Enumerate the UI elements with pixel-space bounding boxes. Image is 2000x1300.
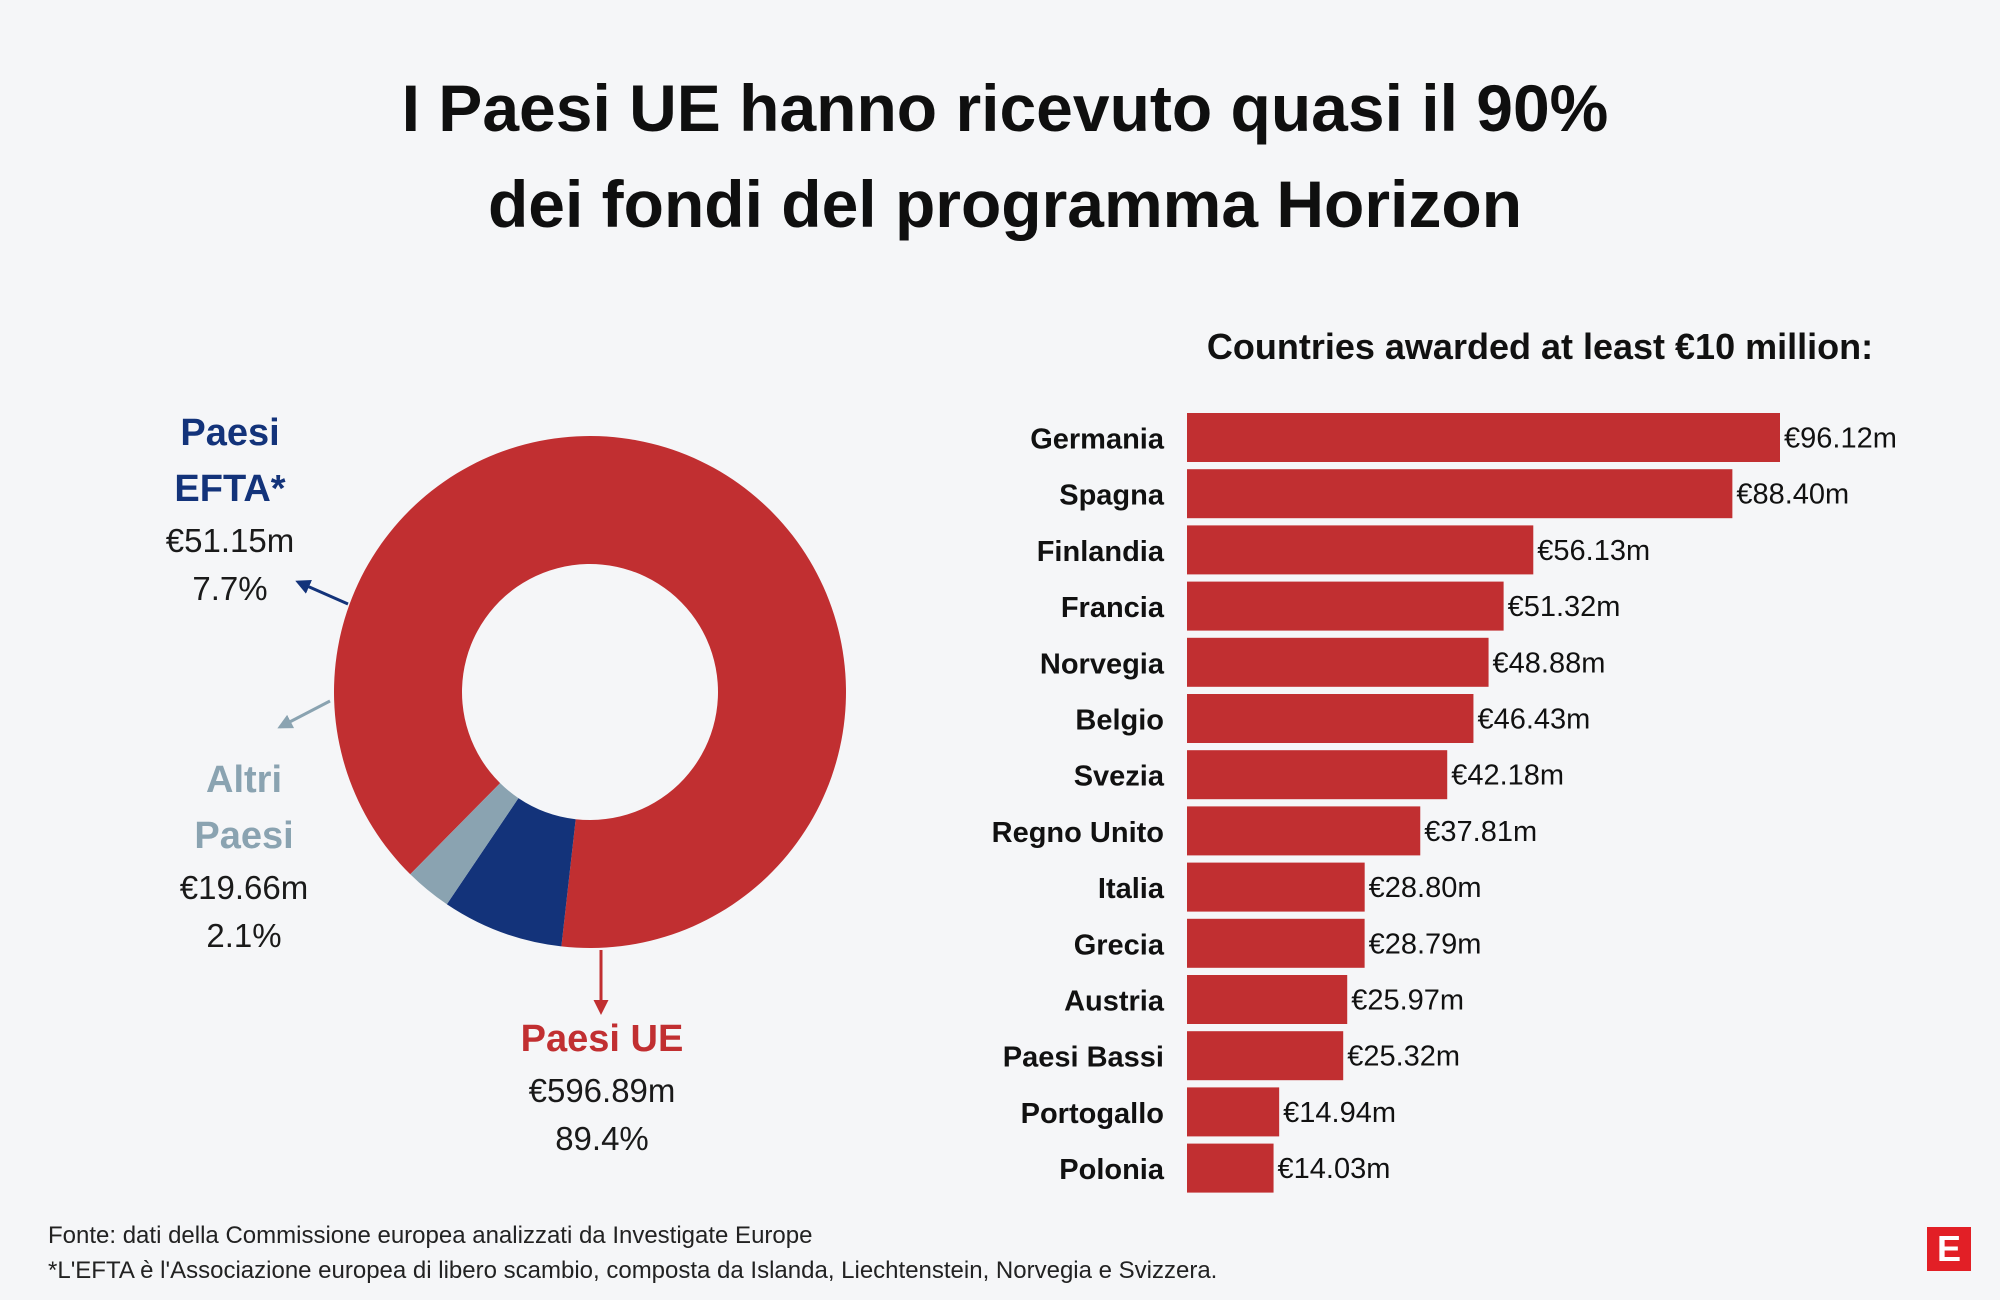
title-line-1: I Paesi UE hanno ricevuto quasi il 90%	[401, 71, 1609, 145]
eu-value: €596.89m	[528, 1072, 676, 1109]
footer-source: Fonte: dati della Commissione europea an…	[48, 1222, 813, 1249]
altri-label: Altri Paesi €19.66m 2.1%	[144, 752, 344, 960]
donut-slice-altri	[410, 783, 519, 905]
bar-category-label: Belgio	[1075, 705, 1164, 737]
efta-arrow	[295, 579, 349, 606]
bar	[1187, 525, 1534, 575]
bar-category-label: Francia	[1061, 592, 1165, 624]
donut-slice-eu	[334, 436, 846, 948]
bar-value-label: €14.03m	[1278, 1153, 1391, 1185]
footer: Fonte: dati della Commissione europea an…	[48, 1218, 1217, 1288]
donut-slice-efta	[446, 798, 576, 947]
bar-category-label: Grecia	[1074, 929, 1165, 961]
logo-icon: E	[1927, 1227, 1971, 1271]
bar-category-label: Polonia	[1059, 1154, 1165, 1186]
bar-value-label: €14.94m	[1283, 1097, 1396, 1129]
eu-percent: 89.4%	[555, 1120, 649, 1157]
bar	[1187, 469, 1733, 519]
bar-value-label: €28.80m	[1369, 872, 1482, 904]
eu-name: Paesi UE	[520, 1018, 684, 1060]
altri-arrow	[277, 699, 331, 729]
bar-value-label: €96.12m	[1784, 423, 1897, 455]
page-title: I Paesi UE hanno ricevuto quasi il 90% d…	[0, 60, 2000, 252]
efta-percent: 7.7%	[192, 570, 268, 607]
efta-label: Paesi EFTA* €51.15m 7.7%	[130, 405, 330, 613]
bar	[1187, 413, 1780, 462]
bar	[1187, 918, 1365, 968]
bar-value-label: €88.40m	[1736, 479, 1849, 511]
bar-category-label: Italia	[1098, 873, 1165, 905]
bar-value-label: €42.18m	[1451, 760, 1564, 792]
title-line-2: dei fondi del programma Horizon	[487, 167, 1523, 241]
altri-name-line2: Paesi	[194, 815, 294, 857]
footer-note: *L'EFTA è l'Associazione europea di libe…	[48, 1257, 1218, 1284]
efta-name-line2: EFTA*	[174, 468, 286, 510]
eu-label: Paesi UE €596.89m 89.4%	[482, 1011, 722, 1163]
bar-category-label: Spagna	[1059, 480, 1165, 512]
bar-category-label: Austria	[1064, 986, 1165, 1018]
efta-name-line1: Paesi	[180, 412, 280, 454]
bar-category-label: Finlandia	[1037, 536, 1165, 568]
bar	[1187, 694, 1474, 743]
bar-category-label: Svezia	[1074, 761, 1165, 793]
bar-value-label: €25.97m	[1351, 985, 1464, 1017]
bar	[1187, 1031, 1344, 1081]
bar-value-label: €28.79m	[1369, 928, 1482, 960]
bar	[1187, 862, 1365, 912]
bar-category-label: Norvegia	[1040, 648, 1165, 680]
bar	[1187, 637, 1489, 687]
bar	[1187, 1143, 1274, 1193]
bar-value-label: €51.32m	[1508, 591, 1621, 623]
bar	[1187, 581, 1504, 631]
bar-chart-title: Countries awarded at least €10 million:	[1206, 326, 1874, 367]
bar-value-label: €46.43m	[1477, 704, 1590, 736]
bar-category-label: Germania	[1030, 424, 1165, 456]
bar	[1187, 750, 1448, 800]
altri-value: €19.66m	[179, 869, 309, 906]
bar-value-label: €25.32m	[1347, 1041, 1460, 1073]
bar-value-label: €48.88m	[1493, 647, 1606, 679]
altri-name-line1: Altri	[206, 759, 282, 801]
altri-percent: 2.1%	[206, 917, 282, 954]
bar	[1187, 975, 1348, 1024]
bar-category-label: Portogallo	[1021, 1098, 1164, 1130]
bar-value-label: €37.81m	[1424, 816, 1537, 848]
efta-value: €51.15m	[165, 522, 295, 559]
bar-category-label: Regno Unito	[992, 817, 1164, 849]
bar-value-label: €56.13m	[1537, 535, 1650, 567]
bar-category-label: Paesi Bassi	[1003, 1042, 1164, 1074]
bar	[1187, 1087, 1280, 1137]
bar	[1187, 806, 1421, 856]
